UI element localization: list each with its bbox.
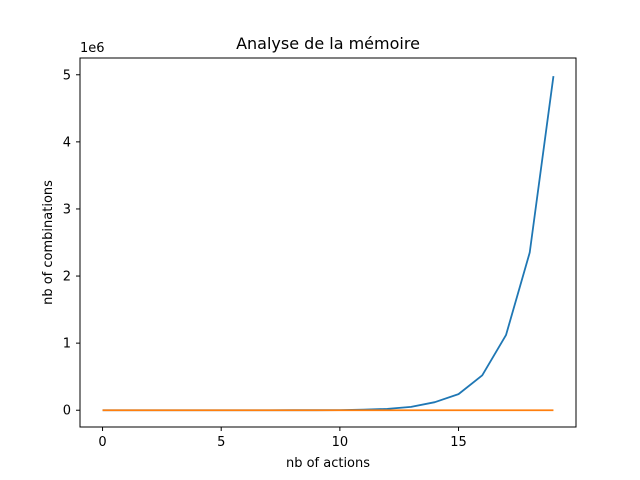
y-axis-ticks: 0 1 2 3 4 5: [63, 68, 80, 419]
y-axis-offset-label: 1e6: [80, 41, 105, 56]
x-tick-label: 15: [450, 435, 467, 450]
series-line-1: [102, 75, 555, 412]
y-tick-label: 0: [63, 404, 71, 419]
plot-frame: [79, 57, 577, 428]
x-tick-label: 0: [98, 435, 106, 450]
x-tick-label: 10: [332, 435, 349, 450]
series-layer: [102, 75, 555, 412]
x-axis-ticks: 0 5 10 15: [98, 427, 467, 450]
y-tick-label: 5: [63, 68, 71, 83]
y-tick-label: 1: [63, 337, 71, 352]
x-axis-label: nb of actions: [286, 456, 370, 471]
y-tick-label: 3: [63, 202, 71, 217]
y-axis-label: nb of combinations: [41, 180, 56, 305]
y-tick-label: 4: [63, 135, 71, 150]
x-tick-label: 5: [217, 435, 225, 450]
chart-title: Analyse de la mémoire: [236, 34, 420, 53]
y-tick-label: 2: [63, 270, 71, 285]
